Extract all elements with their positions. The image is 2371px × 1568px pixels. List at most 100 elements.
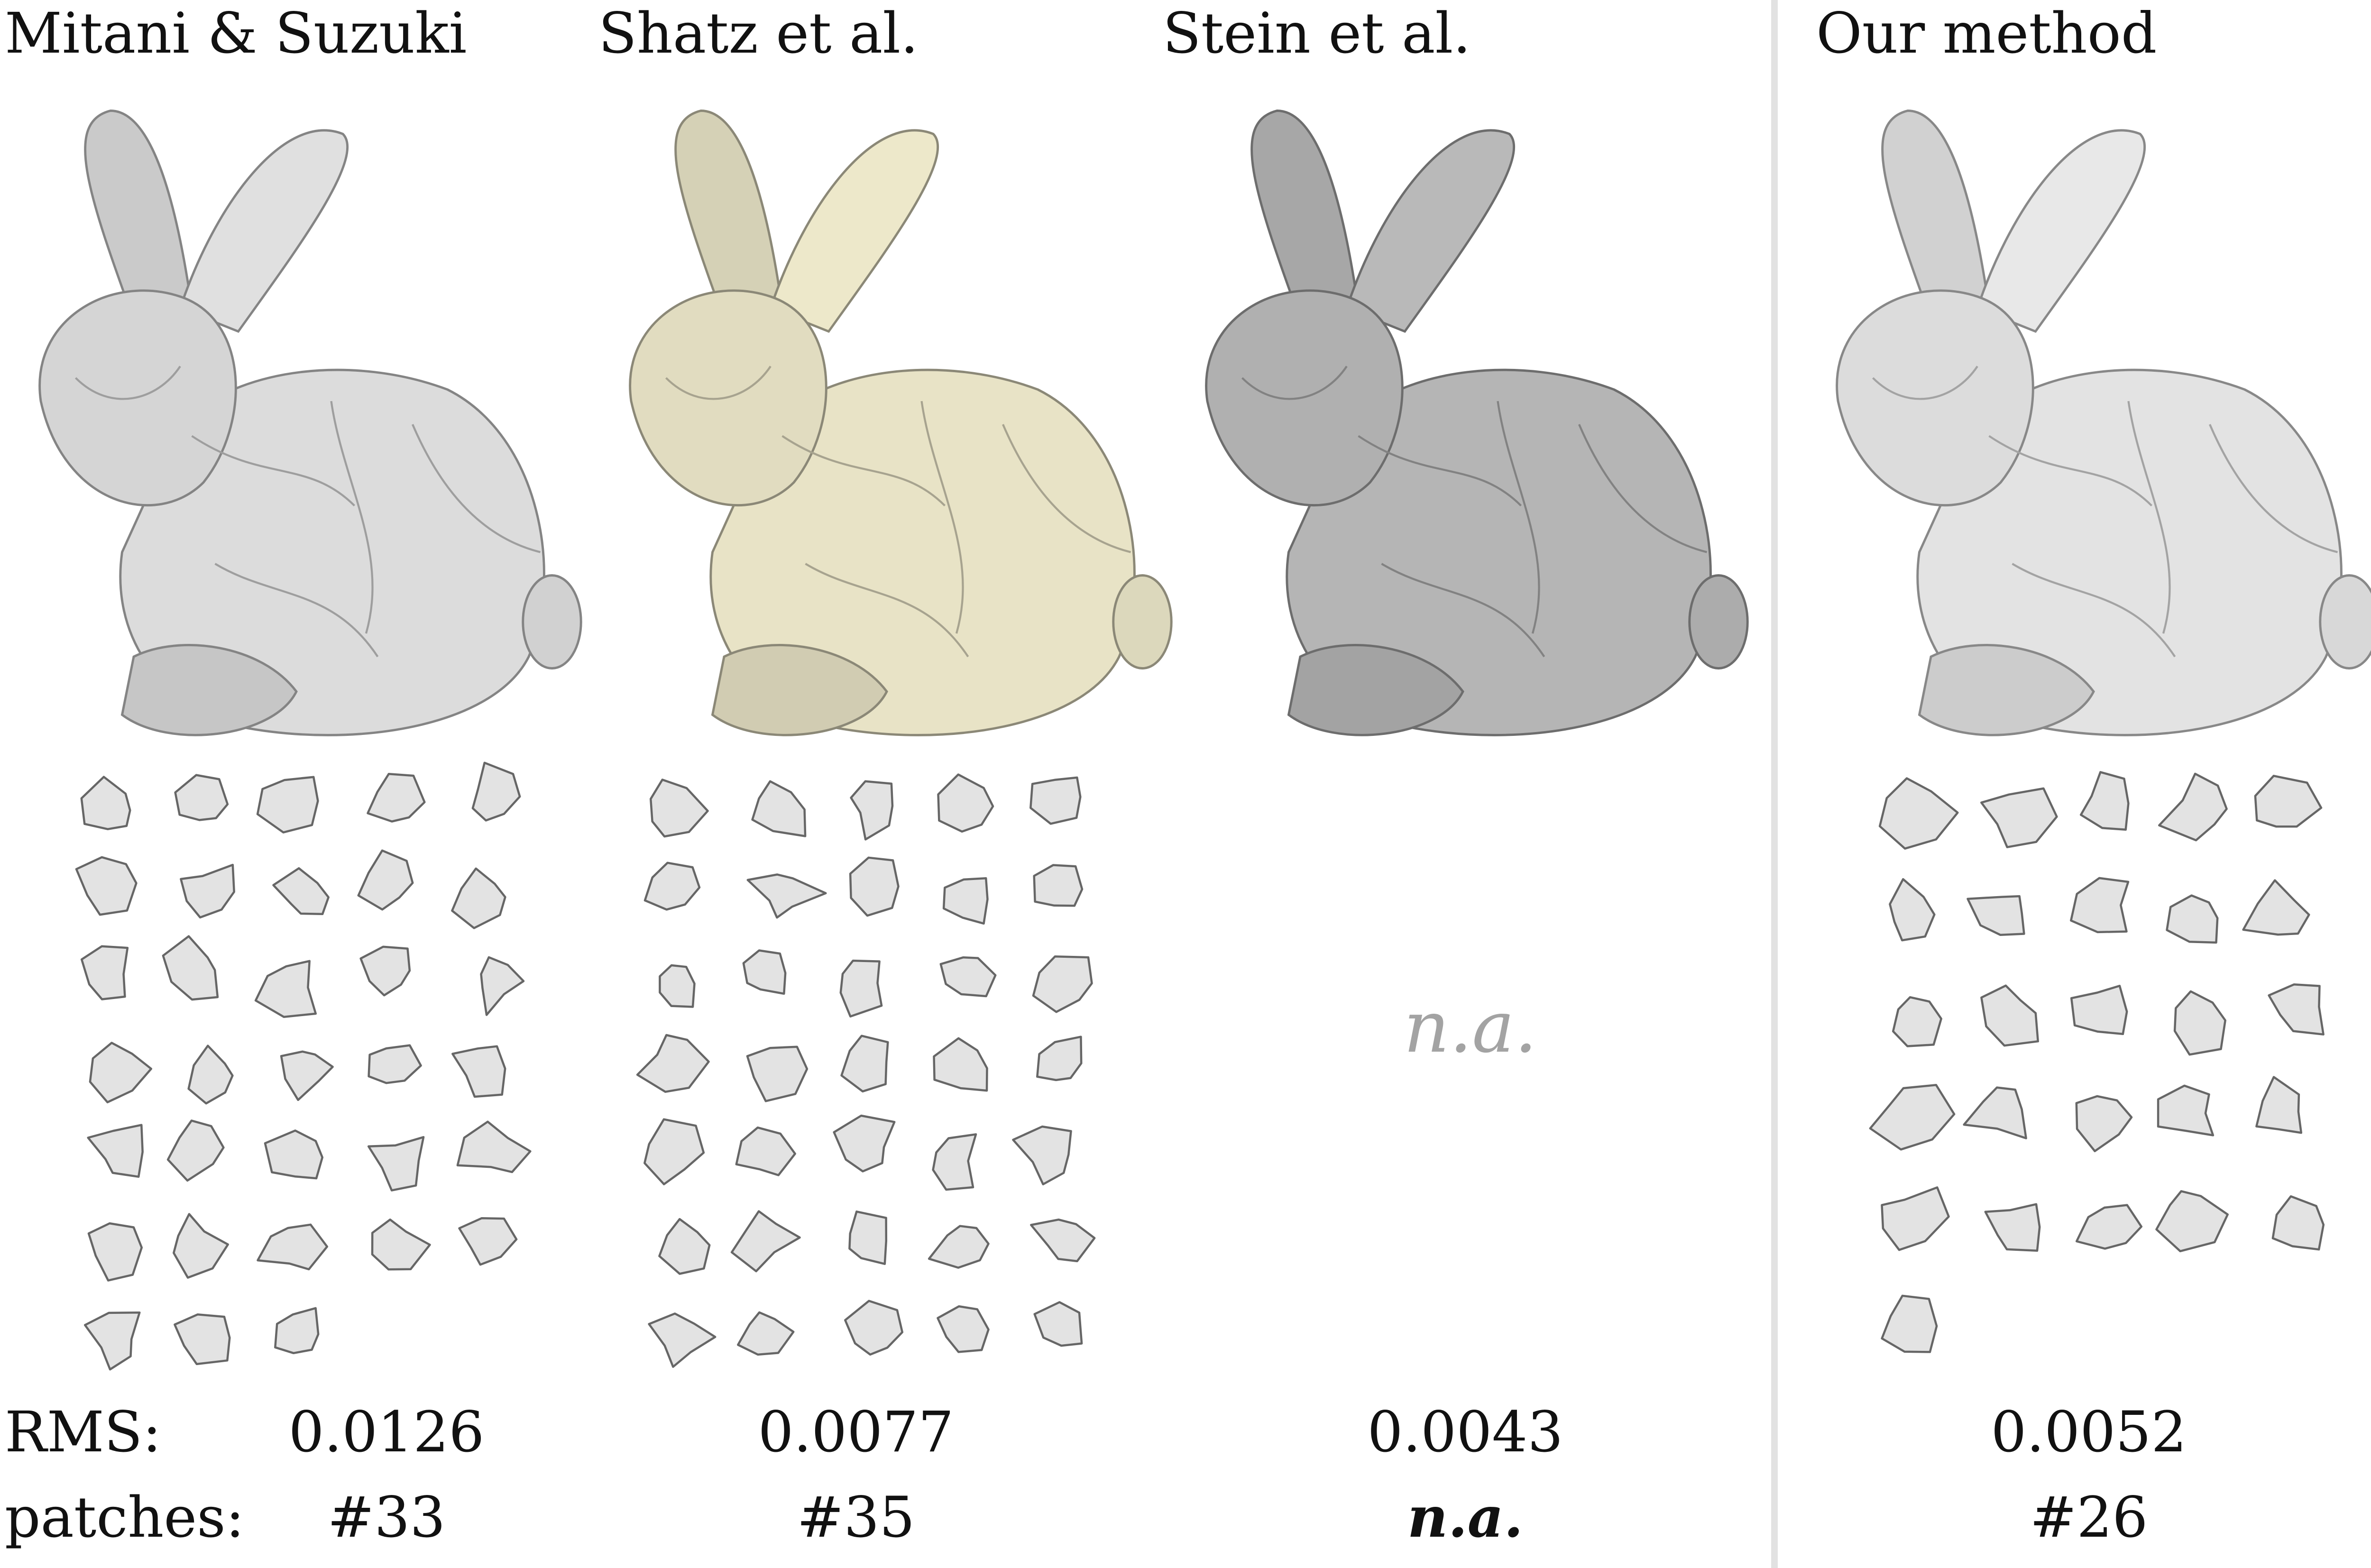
bunny-seam	[214, 563, 379, 658]
patch-shape	[735, 1126, 796, 1176]
patch-shape	[87, 1222, 143, 1282]
patch-shape	[280, 1050, 334, 1101]
patch-shape	[1033, 1301, 1083, 1347]
bunny-render-stein	[1171, 76, 1755, 773]
column-title-mitani-suzuki: Mitani & Suzuki	[5, 0, 467, 66]
patch-shape	[367, 1136, 425, 1192]
patch-shape	[1036, 1036, 1083, 1082]
bunny-seam	[665, 366, 772, 400]
patch-shape	[2242, 879, 2310, 936]
patch-shape	[89, 1042, 153, 1103]
rms-stein: 0.0043	[1367, 1399, 1563, 1465]
rms-row-label: RMS:	[5, 1399, 162, 1465]
patch-shape	[174, 774, 229, 821]
patches-row-label: patches:	[5, 1485, 245, 1550]
patch-shape	[80, 776, 131, 830]
patch-shape	[480, 956, 525, 1016]
bunny-seam	[191, 435, 356, 507]
bunny-paw	[1918, 644, 2095, 736]
bunny-render-mitani-suzuki	[5, 76, 588, 773]
layout-not-available: n.a.	[1404, 986, 1537, 1069]
patch-shape	[636, 1034, 710, 1093]
bunny-seam	[1988, 435, 2153, 507]
patch-shape	[1030, 1218, 1096, 1263]
rms-mitani-suzuki: 0.0126	[288, 1399, 485, 1465]
column-title-shatz: Shatz et al.	[598, 0, 919, 66]
patch-shape	[371, 1218, 431, 1271]
patch-shape	[256, 776, 319, 834]
bunny-tail	[1112, 574, 1173, 669]
bunny-ear	[674, 110, 784, 321]
patch-shape	[458, 1217, 518, 1266]
patch-shape	[1967, 895, 2025, 936]
patch-shape	[451, 867, 506, 929]
patch-shape	[939, 956, 997, 998]
patch-shape	[742, 949, 787, 995]
patch-shape	[1980, 787, 2058, 848]
patch-shape	[2070, 984, 2128, 1036]
patch-shape	[2075, 1095, 2133, 1153]
patch-shape	[648, 1312, 717, 1368]
rms-our-method: 0.0052	[1991, 1399, 2187, 1465]
patch-shape	[928, 1225, 990, 1269]
bunny-seam	[781, 435, 946, 507]
patch-shape	[274, 1307, 320, 1355]
patch-shape	[1869, 1084, 1956, 1151]
patch-shape	[2166, 894, 2219, 944]
patch-shape	[83, 1311, 141, 1371]
patch-layout-shatz	[631, 759, 1105, 1375]
patch-shape	[1881, 1294, 1938, 1353]
patch-shape	[1892, 996, 1942, 1047]
patches-stein: n.a.	[1407, 1484, 1524, 1550]
patch-shape	[932, 1133, 977, 1191]
patch-shape	[643, 1118, 705, 1185]
patch-shape	[2254, 775, 2323, 828]
patch-shape	[1963, 1086, 2027, 1139]
patch-shape	[2079, 771, 2130, 831]
patch-shape	[840, 1035, 889, 1093]
bunny-seam	[1241, 366, 1348, 400]
patch-shape	[2271, 1195, 2325, 1251]
patch-shape	[659, 964, 696, 1008]
patch-shape	[257, 1223, 329, 1271]
bunny-seam	[1872, 366, 1978, 400]
patch-shape	[1881, 1186, 1950, 1251]
bunny-seam	[805, 563, 969, 658]
bunny-ear	[1881, 110, 1991, 321]
patches-mitani-suzuki: #33	[327, 1485, 446, 1550]
bunny-seam	[412, 424, 541, 553]
bunny-ear	[1345, 129, 1516, 333]
patch-shape	[2158, 772, 2228, 842]
patch-shape	[1032, 955, 1093, 1013]
column-title-our-method: Our method	[1816, 0, 2157, 66]
patch-shape	[254, 960, 317, 1018]
patches-shatz: #35	[797, 1485, 915, 1550]
bunny-render-our-method	[1802, 76, 2371, 773]
bunny-tail	[1688, 574, 1749, 669]
patch-shape	[357, 849, 414, 911]
patch-shape	[456, 1120, 532, 1174]
patch-shape	[368, 1044, 422, 1084]
patch-shape	[643, 862, 701, 911]
bunny-seam	[1381, 563, 1545, 658]
patch-shape	[1984, 1203, 2041, 1252]
patch-shape	[649, 779, 709, 838]
patch-shape	[2268, 983, 2325, 1036]
bunny-seam	[920, 401, 964, 634]
patch-shape	[187, 1045, 234, 1105]
rms-shatz: 0.0077	[758, 1399, 954, 1465]
patch-shape	[839, 959, 883, 1018]
patch-shape	[80, 945, 129, 1000]
patch-shape	[2070, 877, 2130, 934]
patch-shape	[2255, 1076, 2303, 1134]
bunny-tail	[522, 574, 582, 669]
patch-shape	[937, 773, 994, 833]
bunny-ear	[84, 110, 193, 321]
bunny-paw	[711, 644, 888, 736]
patch-shape	[730, 1210, 801, 1273]
patch-shape	[471, 761, 521, 822]
patch-shape	[933, 1037, 988, 1092]
bunny-seam	[1002, 424, 1131, 553]
column-title-stein: Stein et al.	[1163, 0, 1471, 66]
